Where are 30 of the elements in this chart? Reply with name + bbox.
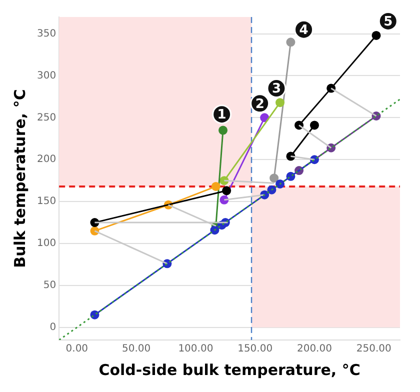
x-tick-label: 150.00: [238, 344, 273, 355]
annotation: 5: [384, 14, 393, 30]
y-tick-label: 150: [36, 196, 56, 208]
x-tick-label: 100.00: [178, 344, 214, 355]
x-tick-label: 50.00: [122, 344, 151, 355]
point: [211, 182, 220, 191]
y-tick-label: 0: [50, 322, 56, 334]
annotation: 4: [299, 22, 308, 38]
x-tick-label: 200.00: [296, 344, 332, 355]
annotation: 2: [255, 96, 264, 112]
point: [276, 179, 285, 188]
point: [372, 30, 381, 40]
annotation: 3: [272, 82, 281, 97]
y-tick-label: 350: [36, 28, 56, 40]
y-tick-label: 300: [36, 70, 56, 82]
y-tick-label: 50: [43, 280, 56, 292]
point: [276, 98, 285, 108]
x-tick-label: 250.00: [356, 344, 392, 355]
x-tick-label: 0.00: [66, 344, 88, 355]
y-tick-label: 100: [36, 238, 56, 250]
y-axis-title: Bulk temperature, °C: [10, 89, 29, 268]
point: [286, 38, 296, 47]
point: [310, 120, 319, 130]
point: [222, 186, 232, 196]
point: [270, 174, 279, 183]
y-tick-label: 200: [36, 154, 56, 166]
point: [218, 126, 228, 135]
annotation: 1: [217, 108, 226, 123]
y-tick-label: 250: [36, 112, 56, 124]
x-axis-title: Cold-side bulk temperature, °C: [98, 360, 360, 379]
